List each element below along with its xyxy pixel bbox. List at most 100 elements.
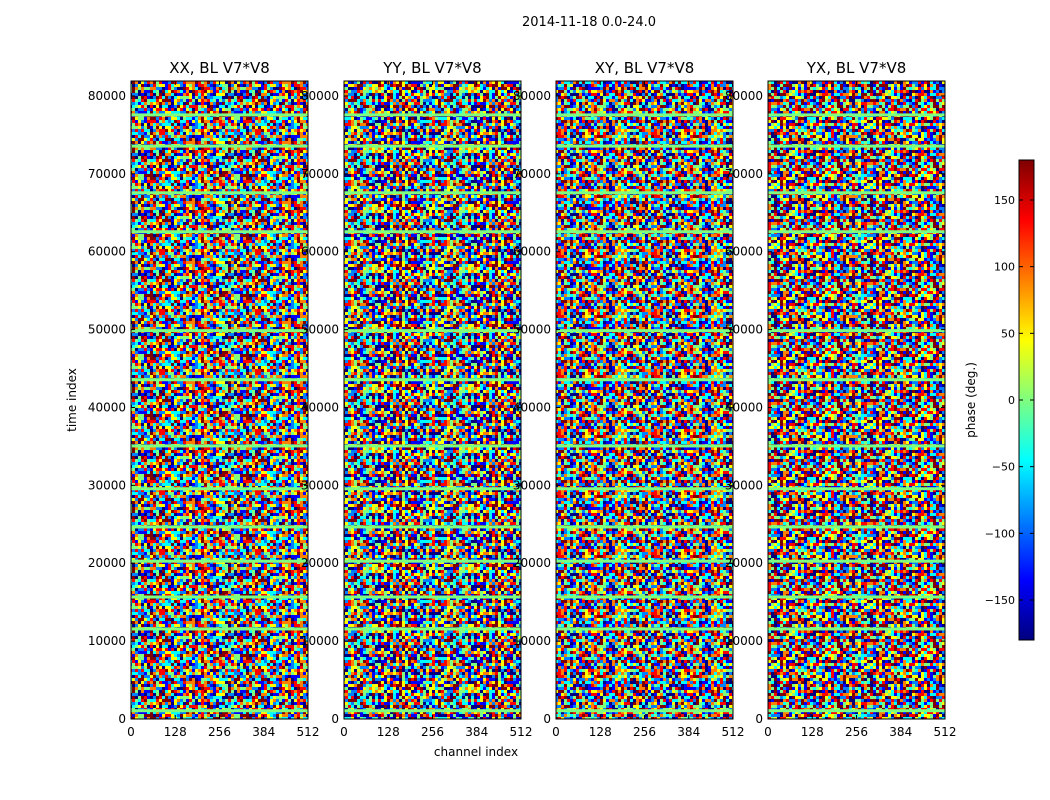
flagged-band [344, 595, 521, 599]
flagged-band [768, 487, 945, 491]
colorbar-label: phase (deg.) [964, 362, 978, 438]
flagged-band [131, 113, 308, 117]
flagged-band [556, 595, 733, 599]
heatmap-image [768, 81, 945, 719]
flagged-band [556, 709, 733, 713]
flagged-band [344, 113, 521, 117]
y-tick-label: 30000 [88, 478, 126, 492]
x-tick-label: 384 [889, 725, 912, 739]
flagged-band [556, 191, 733, 195]
x-tick-label: 0 [764, 725, 772, 739]
y-tick-label: 60000 [725, 245, 763, 259]
x-tick-label: 256 [208, 725, 231, 739]
panel-title: XX, BL V7*V8 [169, 59, 270, 77]
flagged-band [768, 378, 945, 382]
flagged-band [556, 230, 733, 234]
y-tick-label: 60000 [301, 245, 339, 259]
x-tick-label: 384 [252, 725, 275, 739]
heatmap-image [131, 81, 308, 719]
flagged-band [768, 627, 945, 631]
flagged-band [768, 230, 945, 234]
flagged-band [556, 487, 733, 491]
panel-title: YY, BL V7*V8 [382, 59, 481, 77]
x-tick-label: 128 [377, 725, 400, 739]
x-tick-label: 0 [127, 725, 135, 739]
flagged-band [131, 191, 308, 195]
flagged-band [768, 191, 945, 195]
y-tick-label: 50000 [88, 323, 126, 337]
x-tick-label: 128 [589, 725, 612, 739]
y-tick-label: 10000 [513, 634, 551, 648]
y-tick-label: 0 [543, 712, 551, 726]
heatmap-image [344, 81, 521, 719]
y-tick-label: 10000 [88, 634, 126, 648]
x-tick-label: 0 [340, 725, 348, 739]
flagged-band [131, 627, 308, 631]
flagged-band [344, 525, 521, 529]
y-tick-label: 70000 [301, 167, 339, 181]
flagged-band [768, 144, 945, 148]
flagged-band [131, 378, 308, 382]
flagged-band [344, 144, 521, 148]
y-tick-label: 80000 [88, 89, 126, 103]
colorbar-tick-label: −150 [985, 594, 1015, 607]
colorbar-tick-label: 50 [1001, 327, 1015, 340]
flagged-band [556, 378, 733, 382]
y-tick-label: 30000 [301, 478, 339, 492]
colorbar-tick-label: −50 [992, 461, 1015, 474]
y-tick-label: 10000 [725, 634, 763, 648]
x-axis-label: channel index [434, 745, 518, 759]
flagged-band [131, 525, 308, 529]
x-tick-label: 384 [465, 725, 488, 739]
flagged-band [131, 230, 308, 234]
y-tick-label: 40000 [513, 400, 551, 414]
panels: XX, BL V7*V8 0 128 256 384 512 0 10000 20000 3000… [88, 59, 957, 739]
flagged-band [131, 709, 308, 713]
flagged-band [768, 444, 945, 448]
y-tick-label: 50000 [725, 323, 763, 337]
y-tick-label: 70000 [725, 167, 763, 181]
flagged-band [344, 378, 521, 382]
flagged-band [768, 113, 945, 117]
flagged-band [556, 525, 733, 529]
panel-3: XY, BL V7*V8 0 128 256 384 512 0 10000 20000 3000… [513, 59, 745, 739]
figure-title: 2014-11-18 0.0-24.0 [522, 15, 656, 30]
y-tick-label: 20000 [88, 556, 126, 570]
x-tick-label: 512 [934, 725, 957, 739]
y-tick-label: 80000 [301, 89, 339, 103]
flagged-band [344, 559, 521, 563]
flagged-band [768, 559, 945, 563]
y-tick-label: 50000 [513, 323, 551, 337]
y-tick-label: 20000 [301, 556, 339, 570]
x-tick-label: 512 [510, 725, 533, 739]
y-tick-label: 80000 [513, 89, 551, 103]
panel-1: XX, BL V7*V8 0 128 256 384 512 0 10000 20000 3000… [88, 59, 320, 739]
flagged-band [556, 444, 733, 448]
y-tick-label: 30000 [513, 478, 551, 492]
flagged-band [344, 709, 521, 713]
x-tick-label: 512 [297, 725, 320, 739]
flagged-band [768, 709, 945, 713]
y-tick-label: 40000 [725, 400, 763, 414]
panel-4: YX, BL V7*V8 0 128 256 384 512 0 10000 20000 3000… [725, 59, 957, 739]
flagged-band [768, 525, 945, 529]
y-tick-label: 0 [331, 712, 339, 726]
flagged-band [768, 595, 945, 599]
flagged-band [556, 559, 733, 563]
y-tick-label: 0 [118, 712, 126, 726]
panel-title: YX, BL V7*V8 [806, 59, 907, 77]
x-tick-label: 0 [552, 725, 560, 739]
flagged-band [556, 627, 733, 631]
y-tick-label: 40000 [88, 400, 126, 414]
x-tick-label: 256 [845, 725, 868, 739]
x-tick-label: 256 [421, 725, 444, 739]
y-tick-label: 10000 [301, 634, 339, 648]
flagged-band [131, 595, 308, 599]
y-axis-label: time index [65, 368, 79, 432]
flagged-band [344, 487, 521, 491]
colorbar-tick-label: 100 [994, 261, 1015, 274]
y-tick-label: 20000 [725, 556, 763, 570]
y-tick-label: 50000 [301, 323, 339, 337]
flagged-band [556, 113, 733, 117]
